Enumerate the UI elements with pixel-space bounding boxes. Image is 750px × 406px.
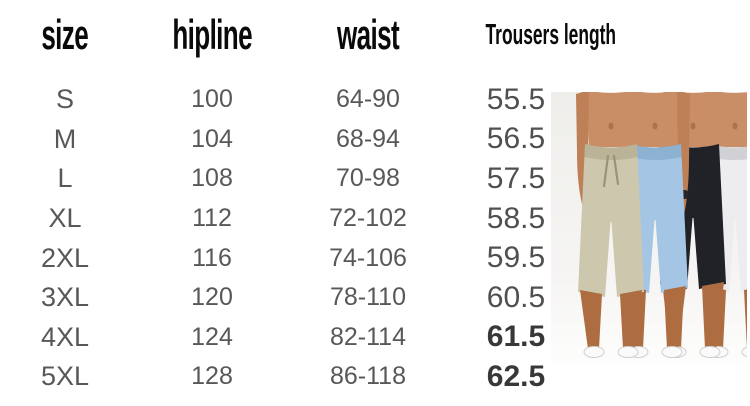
product-photo-shorts	[551, 92, 747, 362]
cell-size: S	[55, 84, 74, 115]
cell-hipline: 112	[192, 204, 232, 233]
column-header-waist: waist	[294, 11, 442, 59]
cell-waist: 68-94	[336, 124, 400, 153]
cell-waist: 82-114	[330, 322, 406, 351]
column-header-size: size	[0, 11, 130, 59]
cell-size: 2XL	[40, 242, 90, 273]
column-header-hipline-label: hipline	[172, 11, 252, 58]
cell-hipline: 108	[191, 164, 233, 193]
cell-trousers-length: 60.5	[486, 280, 546, 314]
cell-hipline: 128	[191, 362, 233, 391]
column-header-trousers-length-label: Trousers length	[485, 18, 617, 51]
table-row: L 108 70-98 57.5	[0, 159, 590, 199]
cell-hipline: 124	[191, 322, 233, 351]
cell-waist: 74-106	[329, 243, 407, 272]
cell-waist: 86-118	[330, 362, 406, 391]
shorts-models-illustration	[551, 92, 747, 362]
table-row: 5XL 128 86-118 62.5	[0, 357, 590, 397]
table-row: 4XL 124 82-114 61.5	[0, 318, 590, 358]
table-row: S 100 64-90 55.5	[0, 80, 590, 120]
cell-hipline: 104	[191, 124, 233, 153]
cell-size: XL	[48, 203, 82, 234]
cell-waist: 64-90	[336, 85, 400, 114]
cell-trousers-length: 57.5	[486, 161, 546, 195]
cell-hipline: 100	[191, 85, 233, 114]
table-row: 3XL 120 78-110 60.5	[0, 278, 590, 318]
cell-hipline: 120	[191, 283, 233, 312]
cell-trousers-length: 61.5	[486, 320, 546, 354]
cell-trousers-length: 55.5	[486, 82, 546, 116]
cell-waist: 70-98	[336, 164, 400, 193]
column-header-waist-label: waist	[336, 11, 400, 58]
cell-trousers-length: 59.5	[486, 241, 546, 275]
cell-size: 4XL	[40, 321, 90, 352]
model-beige-shorts	[576, 92, 644, 358]
table-row: M 104 68-94 56.5	[0, 120, 590, 160]
cell-size: 5XL	[40, 361, 90, 392]
cell-trousers-length: 62.5	[486, 359, 546, 393]
cell-waist: 72-102	[329, 204, 407, 233]
cell-size: M	[53, 123, 77, 154]
table-header-row: size hipline waist Trousers length	[0, 6, 617, 64]
cell-waist: 78-110	[330, 283, 406, 312]
cell-size: L	[57, 163, 73, 194]
table-row: 2XL 116 74-106 59.5	[0, 238, 590, 278]
table-row: XL 112 72-102 58.5	[0, 199, 590, 239]
table-body: S 100 64-90 55.5 M 104 68-94 56.5 L 108 …	[0, 80, 590, 397]
column-header-hipline: hipline	[130, 11, 294, 59]
cell-hipline: 116	[192, 243, 232, 272]
cell-trousers-length: 58.5	[486, 201, 546, 235]
cell-size: 3XL	[40, 282, 90, 313]
cell-trousers-length: 56.5	[486, 122, 546, 156]
column-header-size-label: size	[41, 11, 89, 58]
column-header-trousers-length: Trousers length	[442, 19, 617, 52]
